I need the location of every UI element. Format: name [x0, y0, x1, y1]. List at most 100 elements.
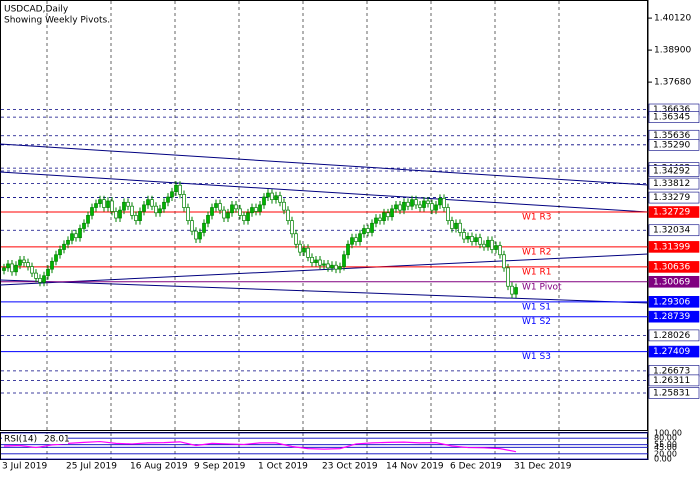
candle-body	[190, 220, 194, 232]
candle-body	[498, 245, 502, 256]
candle-body	[170, 191, 174, 198]
candle-body	[458, 222, 462, 233]
candle-body	[494, 245, 498, 250]
candle-body	[306, 247, 310, 258]
pivot-name: W1 R2	[522, 247, 551, 257]
candle-body	[446, 207, 450, 221]
candle-body	[122, 201, 126, 211]
rsi-panel	[0, 432, 648, 460]
candle-body	[418, 204, 422, 208]
candle-body	[346, 243, 350, 256]
candle-body	[462, 232, 466, 240]
candle-body	[382, 212, 386, 221]
y-tick-label: 1.37680	[654, 78, 691, 88]
candle-body	[202, 222, 206, 233]
candle-body	[222, 209, 226, 219]
level-label: 1.34292	[653, 167, 690, 177]
level-label: 1.32034	[653, 226, 690, 236]
level-label-box	[648, 206, 700, 218]
level-label-box	[648, 165, 700, 177]
candle-body	[42, 275, 46, 283]
level-label: 1.27409	[653, 347, 690, 357]
candle-body	[466, 236, 470, 240]
candle-body	[162, 201, 166, 210]
candle-body	[502, 254, 506, 269]
x-tick-label: 25 Jul 2019	[66, 462, 117, 472]
candle-body	[94, 203, 98, 208]
candle-body	[230, 204, 234, 214]
candle-body	[6, 263, 10, 269]
candle-body	[270, 192, 274, 201]
candle-body	[294, 233, 298, 245]
level-label-box	[648, 111, 700, 123]
level-label-box	[648, 177, 700, 190]
rsi-title: RSI(14)	[4, 435, 37, 445]
level-label-box	[648, 296, 700, 308]
level-label-box	[648, 345, 700, 358]
candle-body	[210, 207, 214, 216]
rsi-tick-label: 45.00	[654, 443, 677, 452]
candle-body	[338, 266, 342, 270]
level-label-box	[648, 191, 700, 204]
candle-body	[86, 215, 90, 224]
trend-line	[0, 171, 649, 213]
level-label-box	[648, 374, 700, 387]
candle-body	[30, 266, 34, 274]
candle-body	[378, 217, 382, 221]
candle-body	[70, 233, 74, 241]
level-label-box	[648, 241, 700, 253]
trend-line	[0, 143, 649, 186]
candle-body	[506, 267, 510, 287]
candle-body	[250, 207, 254, 214]
candle-body	[394, 204, 398, 210]
candle-body	[58, 249, 62, 256]
candle-body	[238, 208, 242, 216]
candle-body	[102, 199, 106, 208]
candle-body	[318, 259, 322, 266]
candle-body	[174, 184, 178, 193]
candle-body	[66, 239, 70, 245]
level-label: 1.33812	[653, 179, 690, 189]
candle-body	[362, 228, 366, 235]
candle-body	[18, 259, 22, 266]
candle-body	[286, 209, 290, 221]
candle-body	[274, 195, 278, 201]
candle-body	[470, 236, 474, 242]
candle-body	[126, 201, 130, 207]
candle-body	[22, 259, 26, 263]
level-label: 1.31399	[653, 242, 690, 252]
x-tick-label: 6 Dec 2019	[450, 462, 502, 472]
level-label-box	[648, 387, 700, 399]
pivot-name: W1 Pivot	[522, 282, 562, 292]
x-tick-label: 16 Aug 2019	[130, 462, 188, 472]
candle-body	[334, 264, 338, 270]
pivot-name: W1 S3	[522, 352, 551, 362]
level-label: 1.35290	[653, 140, 690, 150]
trend-line	[0, 279, 649, 304]
candle-body	[374, 217, 378, 224]
pivot-name: W1 S2	[522, 317, 551, 327]
candle-body	[26, 262, 30, 267]
candle-body	[478, 237, 482, 245]
rsi-line	[3, 440, 517, 453]
candle-body	[298, 243, 302, 253]
level-label: 1.30069	[653, 277, 690, 287]
candle-body	[350, 237, 354, 245]
trend-line	[0, 253, 649, 286]
candle-body	[106, 200, 110, 208]
candle-body	[62, 243, 66, 250]
chart-subtitle: Showing Weekly Pivots.	[4, 16, 110, 26]
candle-body	[254, 207, 258, 212]
candle-body	[430, 203, 434, 211]
candle-body	[234, 204, 238, 210]
candle-body	[10, 263, 14, 273]
y-tick-label: 1.40120	[654, 14, 691, 24]
level-label-box	[648, 329, 700, 342]
level-label-box	[648, 224, 700, 237]
candle-body	[242, 215, 246, 221]
candle-body	[422, 200, 426, 208]
level-label-box	[648, 261, 700, 273]
candle-body	[358, 233, 362, 242]
candle-body	[450, 220, 454, 229]
candle-body	[398, 204, 402, 211]
